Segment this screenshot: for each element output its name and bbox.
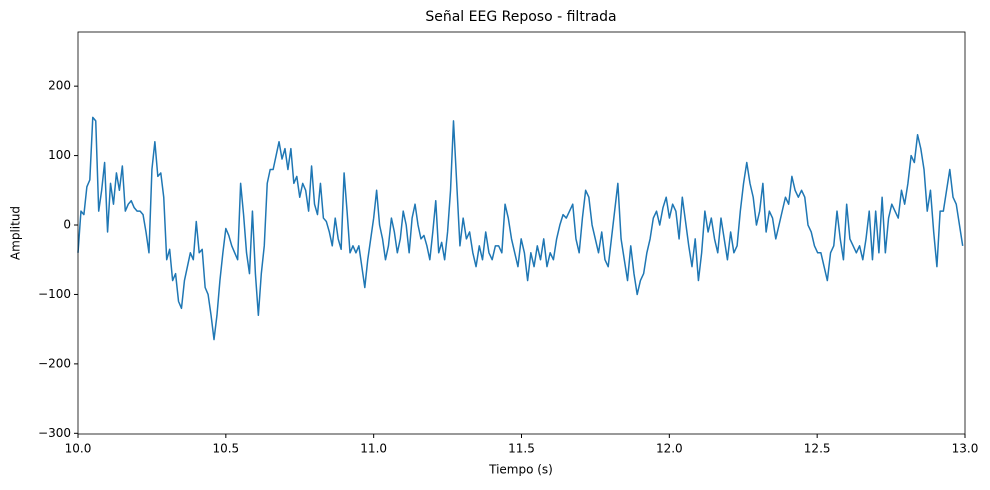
x-tick-label: 12.0 [656,442,683,456]
chart-title: Señal EEG Reposo - filtrada [425,9,616,25]
y-axis-label: Amplitud [9,206,23,260]
x-tick-label: 11.0 [360,442,387,456]
plot-frame [77,31,966,435]
y-tick-label: −300 [38,426,71,440]
y-tick-label: −200 [38,356,71,370]
signal-line [77,116,964,341]
x-tick-label: 13.0 [952,442,979,456]
y-tick-label: 0 [63,218,71,232]
x-tick-label: 10.0 [65,442,92,456]
x-tick-label: 11.5 [508,442,535,456]
y-tick-label: −100 [38,287,71,301]
y-tick-label: 100 [48,148,71,162]
y-tick-label: 200 [48,79,71,93]
x-tick-label: 10.5 [212,442,239,456]
x-axis-label: Tiempo (s) [488,463,553,477]
x-tick-label: 12.5 [804,442,831,456]
